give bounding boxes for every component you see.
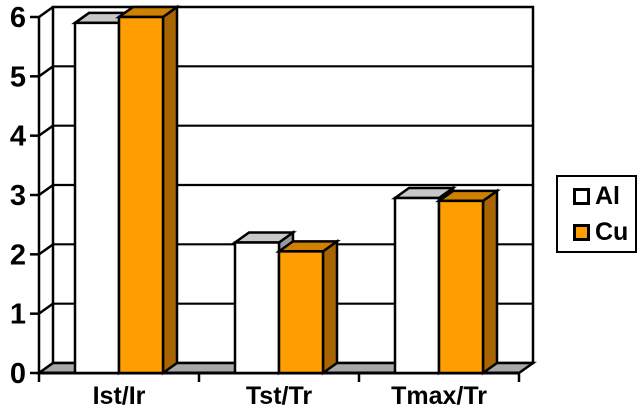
y-axis-depth-step: [38, 183, 54, 197]
y-axis-depth-step: [38, 124, 54, 137]
bar-cu-3-front: [437, 199, 485, 375]
y-axis-label: 6: [10, 2, 26, 34]
bar-al-1-front: [73, 21, 121, 375]
x-axis-label: Ist/Ir: [93, 382, 146, 410]
legend-item-al: Al: [573, 181, 635, 210]
bar-al-3-front: [393, 196, 441, 375]
y-axis-label: 3: [10, 180, 26, 212]
legend-label-al: Al: [595, 181, 620, 210]
y-axis-label: 0: [10, 358, 26, 390]
y-axis-depth-step: [38, 65, 54, 78]
legend-label-cu: Cu: [595, 217, 629, 246]
legend-swatch-cu-icon: [573, 223, 590, 241]
bar-cu-1-side: [161, 4, 179, 376]
x-axis-label: Tmax/Tr: [391, 382, 487, 410]
y-axis-label: 1: [10, 299, 26, 331]
bar-cu-2-front: [277, 250, 325, 375]
legend-item-cu: Cu: [573, 217, 635, 246]
legend-swatch-al-icon: [573, 187, 590, 205]
y-axis-depth-step: [38, 302, 54, 315]
y-axis-label: 2: [10, 239, 26, 271]
x-axis-label: Tst/Tr: [246, 382, 312, 410]
bar-cu-2-side: [321, 238, 339, 376]
y-axis-depth-step: [38, 5, 54, 19]
y-axis-depth-step: [38, 243, 54, 256]
y-axis-label: 4: [10, 121, 26, 153]
bar-cu-3-side: [481, 188, 499, 376]
legend: Al Cu: [556, 175, 637, 253]
bar-cu-1-front: [117, 15, 165, 375]
y-axis-label: 5: [10, 61, 26, 93]
bar-al-2-front: [233, 241, 281, 375]
